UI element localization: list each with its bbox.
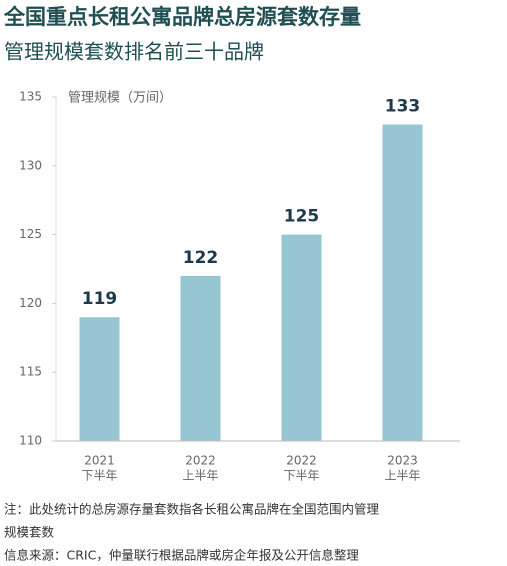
- y-tick-label: 115: [19, 365, 42, 379]
- x-tick-label: 2021: [84, 454, 115, 468]
- x-tick-label: 上半年: [384, 469, 420, 483]
- value-label: 119: [82, 289, 118, 309]
- bar: [382, 124, 423, 442]
- value-label: 133: [385, 97, 421, 117]
- note: 注：此处统计的总房源存量套数指各长租公寓品牌在全国范围内管理: [4, 502, 380, 517]
- x-tick-label: 下半年: [81, 469, 117, 483]
- y-tick-label: 125: [19, 227, 42, 241]
- bar: [281, 234, 322, 441]
- x-tick-label: 2023: [387, 454, 418, 468]
- y-tick-label: 130: [19, 158, 42, 172]
- bar: [79, 317, 120, 441]
- y-tick-label: 120: [19, 296, 42, 310]
- value-label: 122: [183, 248, 219, 268]
- y-axis-label: 管理规模（万间）: [68, 91, 172, 106]
- x-tick-label: 下半年: [283, 469, 319, 483]
- x-tick-label: 2022: [286, 454, 317, 468]
- x-tick-label: 上半年: [182, 469, 218, 483]
- chart-subtitle: 管理规模套数排名前三十品牌: [4, 40, 264, 64]
- note: 规模套数: [4, 525, 55, 540]
- x-tick-label: 2022: [185, 454, 216, 468]
- y-tick-label: 135: [19, 90, 42, 104]
- value-label: 125: [284, 207, 320, 227]
- note: 信息来源：CRIC，仲量联行根据品牌或房企年报及公开信息整理: [4, 548, 359, 563]
- chart-title: 全国重点长租公寓品牌总房源套数存量: [3, 5, 361, 29]
- y-tick-label: 110: [19, 434, 42, 448]
- bar: [180, 275, 221, 441]
